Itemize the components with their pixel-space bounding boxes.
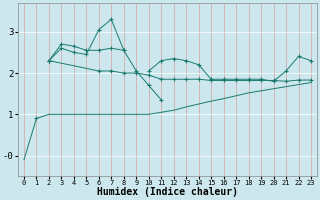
X-axis label: Humidex (Indice chaleur): Humidex (Indice chaleur): [97, 187, 238, 197]
